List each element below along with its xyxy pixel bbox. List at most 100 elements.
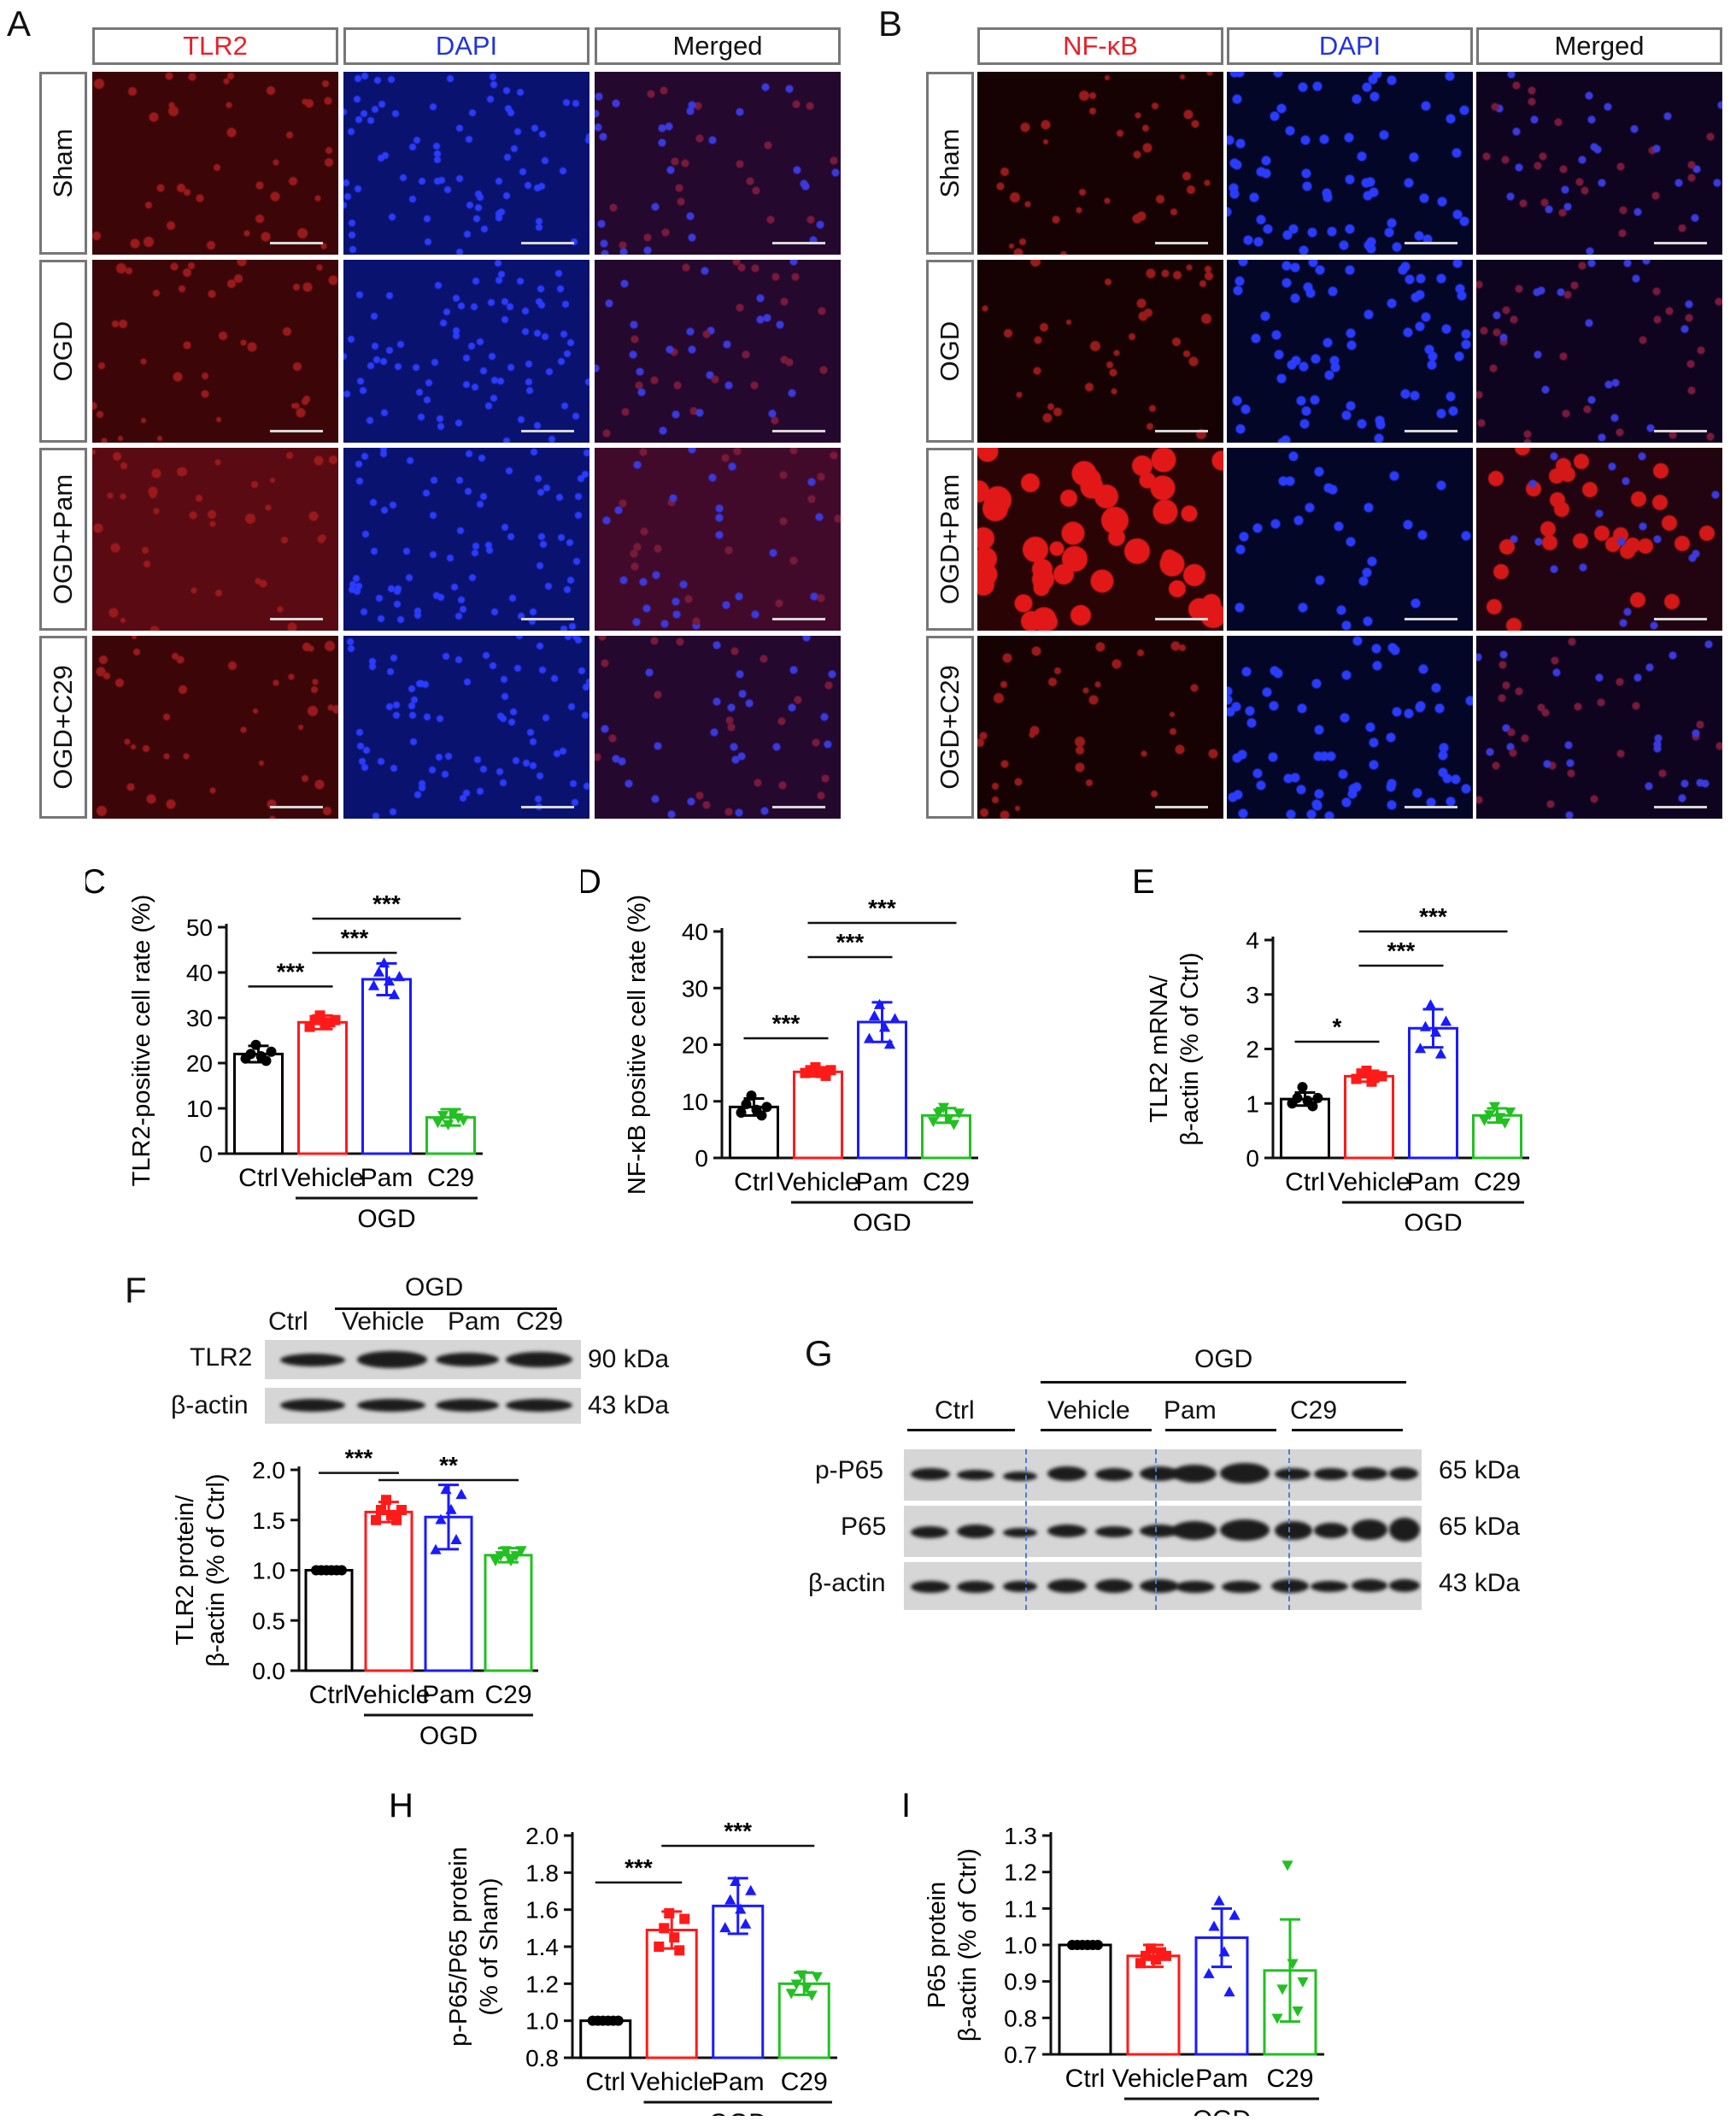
data-point bbox=[505, 1555, 517, 1566]
data-point bbox=[1414, 1043, 1427, 1054]
scale-bar bbox=[1155, 806, 1208, 808]
y-tick-label: 20 bbox=[682, 1032, 708, 1059]
lane-label-vehicle: Vehicle bbox=[1047, 1396, 1130, 1425]
blot-strip-p65 bbox=[904, 1506, 1422, 1557]
panel-letter-g: G bbox=[805, 1333, 833, 1373]
data-point bbox=[1161, 1950, 1171, 1961]
data-point bbox=[515, 1546, 527, 1557]
data-point bbox=[745, 1884, 757, 1895]
scale-bar bbox=[772, 430, 825, 432]
bar bbox=[857, 1020, 907, 1160]
data-point bbox=[1287, 1959, 1299, 1970]
data-point bbox=[455, 1489, 467, 1500]
blot-row-label: P65 bbox=[841, 1513, 887, 1541]
significance-label: *** bbox=[625, 1854, 653, 1881]
column-header-dapi: DAPI bbox=[343, 27, 589, 65]
blot-strip-tlr2 bbox=[265, 1340, 581, 1379]
scale-bar bbox=[772, 242, 825, 244]
data-point bbox=[1361, 1066, 1372, 1076]
significance-label: *** bbox=[772, 1010, 801, 1037]
bar bbox=[1280, 1097, 1330, 1160]
x-tick-label: Ctrl bbox=[309, 1681, 349, 1709]
y-tick-label: 1.2 bbox=[1004, 1860, 1037, 1886]
data-point bbox=[457, 1115, 470, 1126]
data-point bbox=[1424, 999, 1437, 1010]
data-point bbox=[266, 1046, 277, 1057]
y-tick-label: 0.8 bbox=[1004, 2005, 1037, 2031]
data-point bbox=[1504, 1108, 1516, 1119]
x-tick-label: Pam bbox=[422, 1681, 475, 1709]
bar bbox=[297, 1020, 348, 1155]
data-point bbox=[500, 1546, 512, 1557]
micrograph-tile bbox=[92, 260, 338, 443]
chart-h: Hp-P65/P65 protein (% of Sham) 0.8 1.0 1.2 1.… bbox=[389, 1787, 837, 2116]
blot-band bbox=[357, 1351, 427, 1368]
micrograph-tile bbox=[1476, 448, 1722, 631]
data-point bbox=[510, 1551, 522, 1562]
data-point bbox=[878, 1021, 891, 1032]
significance-label: *** bbox=[341, 925, 369, 951]
blot-band bbox=[280, 1399, 345, 1412]
y-axis-label: (% of Sham) bbox=[476, 1877, 503, 2015]
data-point bbox=[1146, 1943, 1156, 1954]
x-tick-label: C29 bbox=[427, 1164, 474, 1192]
scale-bar bbox=[521, 430, 574, 432]
group-label: OGD bbox=[357, 1205, 415, 1231]
lane-label-pam: Pam bbox=[1164, 1396, 1217, 1425]
significance-label: *** bbox=[277, 958, 305, 984]
bar bbox=[793, 1070, 843, 1160]
blot-band bbox=[436, 1399, 499, 1412]
data-point bbox=[431, 1118, 444, 1129]
data-point bbox=[330, 1014, 341, 1025]
panel-letter: C bbox=[85, 863, 106, 901]
data-point bbox=[1208, 1920, 1220, 1931]
y-tick-label: 0 bbox=[1246, 1145, 1259, 1172]
x-tick-label: Vehicle bbox=[348, 1681, 431, 1709]
data-point bbox=[490, 1555, 501, 1566]
scale-bar bbox=[270, 242, 323, 244]
data-point bbox=[1419, 1020, 1432, 1031]
data-point bbox=[445, 1503, 457, 1514]
x-tick-label: Vehicle bbox=[1328, 1168, 1410, 1196]
y-axis-label: NF-κB positive cell rate (%) bbox=[624, 895, 651, 1195]
y-tick-label: 20 bbox=[186, 1050, 213, 1077]
y-tick-label: 2.0 bbox=[252, 1457, 285, 1484]
y-tick-label: 1.3 bbox=[1004, 1823, 1037, 1849]
data-point bbox=[811, 1971, 823, 1983]
x-tick-label: Vehicle bbox=[1112, 2065, 1195, 2093]
lane-label-c29: C29 bbox=[1290, 1396, 1338, 1425]
data-point bbox=[371, 1514, 381, 1525]
data-point bbox=[746, 1090, 757, 1102]
lane-label-ctrl: Ctrl bbox=[935, 1396, 975, 1425]
data-point bbox=[679, 1913, 690, 1924]
data-point bbox=[1434, 1048, 1447, 1059]
micrograph-tile bbox=[977, 448, 1223, 631]
x-tick-label: Pam bbox=[1195, 2065, 1248, 2093]
data-point bbox=[435, 1513, 447, 1525]
scale-bar bbox=[1654, 430, 1707, 432]
data-point bbox=[801, 1983, 812, 1994]
group-bracket-line bbox=[1041, 1381, 1406, 1384]
scale-bar bbox=[1155, 430, 1208, 432]
y-axis-label: β-actin (% of Ctrl) bbox=[954, 1848, 982, 2042]
data-point bbox=[1478, 1115, 1491, 1126]
data-point bbox=[396, 1505, 407, 1515]
row-label-ogd: OGD bbox=[926, 260, 974, 443]
data-point bbox=[1223, 1986, 1235, 1997]
data-point bbox=[719, 1922, 731, 1933]
data-point bbox=[388, 989, 401, 1000]
micrograph-tile bbox=[343, 260, 589, 443]
y-axis-label: β-actin (% of Ctrl) bbox=[202, 1473, 230, 1666]
data-point bbox=[1376, 1071, 1387, 1082]
group-label: OGD bbox=[853, 1209, 911, 1231]
column-header-tlr2: TLR2 bbox=[92, 27, 338, 65]
micrograph-tile bbox=[595, 636, 841, 819]
x-tick-label: Ctrl bbox=[238, 1164, 279, 1192]
data-point bbox=[1297, 1082, 1308, 1093]
y-axis-label: P65 protein bbox=[924, 1882, 951, 2008]
data-point bbox=[740, 1918, 752, 1929]
significance-label: *** bbox=[1419, 903, 1447, 930]
scale-bar bbox=[270, 806, 323, 808]
data-point bbox=[376, 1505, 386, 1515]
data-point bbox=[437, 1111, 449, 1122]
